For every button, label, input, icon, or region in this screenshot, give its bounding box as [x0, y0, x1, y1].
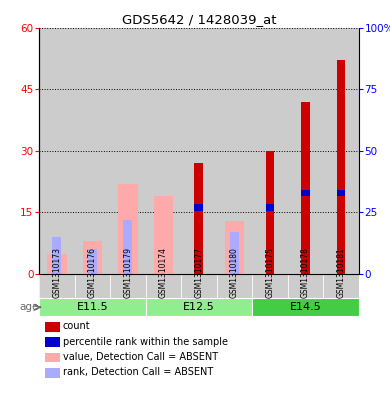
Bar	[39, 28, 74, 274]
Bar	[145, 274, 181, 298]
Bar	[39, 298, 145, 316]
Bar	[337, 61, 346, 274]
Bar	[252, 28, 288, 274]
Text: GSM1310178: GSM1310178	[301, 247, 310, 298]
Bar	[288, 274, 323, 298]
Bar	[230, 232, 239, 274]
Bar	[45, 338, 60, 347]
Bar	[288, 28, 323, 274]
Title: GDS5642 / 1428039_at: GDS5642 / 1428039_at	[122, 13, 276, 26]
Bar	[252, 298, 359, 316]
Bar	[88, 250, 97, 274]
Text: count: count	[63, 321, 90, 331]
Text: age: age	[20, 302, 39, 312]
Bar	[337, 190, 346, 196]
Text: GSM1310180: GSM1310180	[230, 247, 239, 298]
Bar	[110, 274, 145, 316]
Bar	[301, 101, 310, 274]
Bar	[74, 274, 110, 298]
Bar	[52, 237, 61, 274]
Text: E11.5: E11.5	[76, 302, 108, 312]
Text: value, Detection Call = ABSENT: value, Detection Call = ABSENT	[63, 352, 218, 362]
Bar	[123, 220, 132, 274]
Bar	[145, 274, 181, 316]
Bar	[252, 274, 288, 298]
Bar	[323, 274, 359, 316]
Bar	[181, 274, 217, 316]
Bar	[195, 204, 203, 211]
Bar	[266, 204, 275, 211]
Bar	[301, 190, 310, 196]
Bar	[225, 221, 244, 274]
Bar	[288, 274, 323, 316]
Bar	[118, 184, 138, 274]
Bar	[45, 322, 60, 332]
Text: GSM1310176: GSM1310176	[88, 247, 97, 298]
Bar	[39, 274, 74, 298]
Text: GSM1310177: GSM1310177	[194, 247, 204, 298]
Text: GSM1310173: GSM1310173	[52, 247, 61, 298]
Bar	[83, 241, 102, 274]
Bar	[74, 28, 110, 274]
Bar	[145, 28, 181, 274]
Bar	[45, 368, 60, 378]
Bar	[252, 274, 288, 316]
Bar	[45, 353, 60, 362]
Bar	[154, 196, 173, 274]
Bar	[266, 151, 275, 274]
Bar	[217, 274, 252, 316]
Bar	[39, 274, 74, 316]
Bar	[110, 28, 145, 274]
Bar	[323, 274, 359, 298]
Bar	[217, 274, 252, 298]
Bar	[323, 28, 359, 274]
Text: GSM1310179: GSM1310179	[123, 247, 132, 298]
Text: percentile rank within the sample: percentile rank within the sample	[63, 337, 228, 347]
Bar	[74, 274, 110, 316]
Text: rank, Detection Call = ABSENT: rank, Detection Call = ABSENT	[63, 367, 213, 377]
Text: GSM1310181: GSM1310181	[337, 247, 346, 298]
Text: E12.5: E12.5	[183, 302, 215, 312]
Bar	[195, 163, 203, 274]
Bar	[47, 253, 67, 274]
Text: E14.5: E14.5	[290, 302, 321, 312]
Text: GSM1310175: GSM1310175	[266, 247, 275, 298]
Bar	[181, 28, 217, 274]
Bar	[110, 274, 145, 298]
Bar	[181, 274, 217, 298]
Text: GSM1310174: GSM1310174	[159, 247, 168, 298]
Bar	[145, 298, 252, 316]
Bar	[217, 28, 252, 274]
